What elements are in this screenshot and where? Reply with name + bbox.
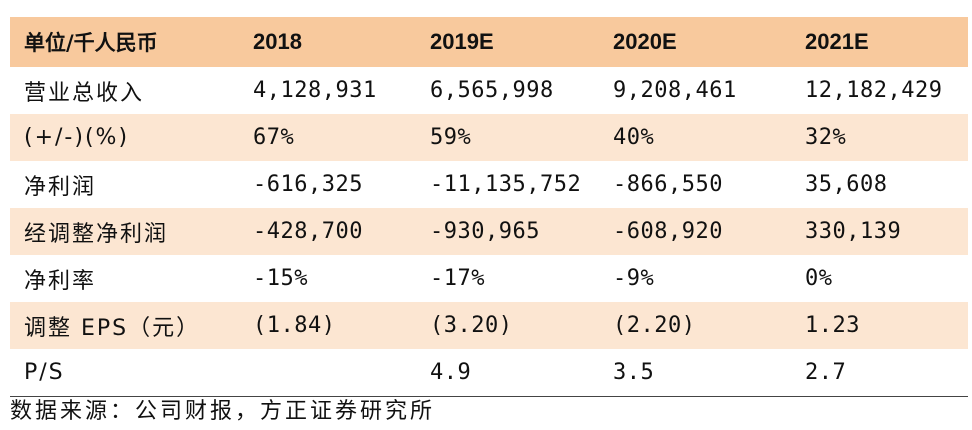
row-label: 净利润 xyxy=(24,174,97,200)
table-row-revenue: 营业总收入 4,128,931 6,565,998 9,208,461 12,1… xyxy=(10,67,968,114)
cell-value: 0% xyxy=(805,266,833,291)
row-label: (+/-)(%) xyxy=(24,125,130,150)
header-year-2019e: 2019E xyxy=(430,29,494,54)
header-year-2020e: 2020E xyxy=(613,29,677,54)
cell-value: 59% xyxy=(430,125,472,150)
cell-value: -11,135,752 xyxy=(430,172,582,197)
cell-value: 67% xyxy=(253,125,295,150)
cell-value: 2.7 xyxy=(805,359,847,385)
cell-value: -608,920 xyxy=(613,219,723,244)
source-note: 数据来源：公司财报，方正证券研究所 xyxy=(10,399,436,424)
cell-value: (2.20) xyxy=(613,313,696,338)
row-label: 营业总收入 xyxy=(24,80,145,106)
header-year-2021e: 2021E xyxy=(805,29,869,54)
cell-value: -616,325 xyxy=(253,172,363,197)
table-row-net-profit: 净利润 -616,325 -11,135,752 -866,550 35,608 xyxy=(10,161,968,208)
table-row-net-margin: 净利率 -15% -17% -9% 0% xyxy=(10,255,968,302)
table-row-adjusted-net-profit: 经调整净利润 -428,700 -930,965 -608,920 330,13… xyxy=(10,208,968,255)
cell-value xyxy=(239,349,416,396)
header-unit: 单位/千人民币 xyxy=(24,31,158,55)
table-row-ps-ratio: P/S 4.9 3.5 2.7 xyxy=(10,349,968,396)
cell-value: -428,700 xyxy=(253,219,363,244)
cell-value: 9,208,461 xyxy=(613,78,737,103)
cell-value: -9% xyxy=(613,266,655,291)
cell-value: (1.84) xyxy=(253,313,336,338)
cell-value: 32% xyxy=(805,125,847,150)
table-header-row: 单位/千人民币 2018 2019E 2020E 2021E xyxy=(10,17,968,67)
cell-value: (3.20) xyxy=(430,313,513,338)
cell-value: 4.9 xyxy=(430,359,472,385)
cell-value: -15% xyxy=(253,266,308,291)
cell-value: 12,182,429 xyxy=(805,78,943,103)
cell-value: 3.5 xyxy=(613,359,655,385)
row-label: 经调整净利润 xyxy=(24,221,169,247)
row-label: 净利率 xyxy=(24,268,97,294)
cell-value: -866,550 xyxy=(613,172,723,197)
cell-value: -17% xyxy=(430,266,485,291)
financial-table: 单位/千人民币 2018 2019E 2020E 2021E 营业总收入 4,1… xyxy=(10,17,968,397)
cell-value: 35,608 xyxy=(805,172,888,197)
table-row-growth: (+/-)(%) 67% 59% 40% 32% xyxy=(10,114,968,161)
cell-value: 330,139 xyxy=(805,219,902,244)
row-label: 调整 EPS（元） xyxy=(24,315,201,341)
table-row-adjusted-eps: 调整 EPS（元） (1.84) (3.20) (2.20) 1.23 xyxy=(10,302,968,349)
cell-value: 40% xyxy=(613,125,655,150)
header-year-2018: 2018 xyxy=(253,29,302,54)
cell-value: -930,965 xyxy=(430,219,540,244)
cell-value: 4,128,931 xyxy=(253,78,377,103)
cell-value: 1.23 xyxy=(805,313,860,338)
row-label: P/S xyxy=(24,359,65,385)
cell-value: 6,565,998 xyxy=(430,78,554,103)
